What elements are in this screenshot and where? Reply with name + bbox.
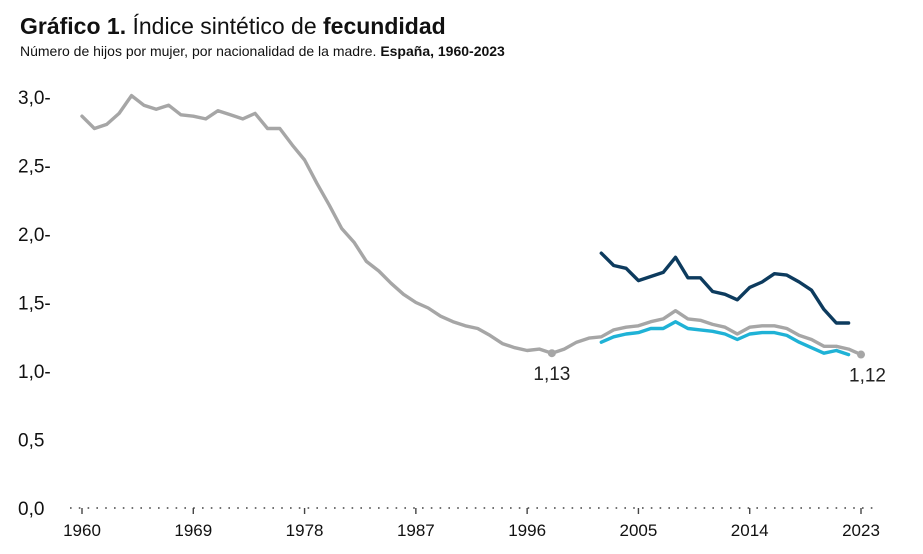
y-tick-label: 2,0- (18, 225, 51, 246)
annotation-label: 1,13 (533, 364, 570, 385)
y-tick-label: 3,0- (18, 88, 51, 109)
x-tick-label: 2023 (842, 521, 880, 540)
annotation-marker (857, 350, 865, 359)
annotation-marker (547, 349, 556, 358)
y-tick-label: 1,0- (18, 362, 51, 383)
series-line-2 (599, 251, 851, 325)
x-tick-label: 1978 (286, 521, 324, 540)
y-tick-label: 1,5- (18, 294, 51, 315)
chart-title-emphasis: fecundidad (323, 13, 446, 39)
chart-title-text: Índice sintético de (126, 13, 324, 39)
x-tick-label: 1960 (63, 521, 101, 540)
chart-subtitle-scope: España, 1960-2023 (380, 43, 505, 59)
annotations: 1,13 1,12 (533, 349, 886, 387)
axis-ticks: 0,0 0,5 1,0- 1,5- 2,0- 2,5- 3,0- 1960 1969 1978 19… (18, 88, 880, 540)
series-line-1 (80, 93, 863, 357)
x-tick-label: 1969 (174, 521, 212, 540)
x-tick-label: 2014 (731, 521, 769, 540)
annotation-label: 1,12 (849, 366, 886, 387)
x-tick-label: 2005 (620, 521, 658, 540)
series-lines (80, 93, 863, 357)
chart-subtitle: Número de hijos por mujer, por nacionali… (20, 42, 505, 60)
x-tick-label: 1987 (397, 521, 435, 540)
chart-subtitle-text: Número de hijos por mujer, por nacionali… (20, 43, 381, 59)
chart-header: Gráfico 1. Índice sintético de fecundida… (20, 12, 505, 60)
chart-title-number: Gráfico 1. (20, 13, 127, 39)
series-line-3 (599, 320, 851, 357)
y-tick-label: 2,5- (18, 157, 51, 178)
y-tick-label: 0,5 (18, 431, 44, 452)
x-tick-label: 1996 (508, 521, 546, 540)
chart-title: Gráfico 1. Índice sintético de fecundida… (20, 12, 505, 40)
y-tick-label: 0,0 (18, 499, 44, 520)
